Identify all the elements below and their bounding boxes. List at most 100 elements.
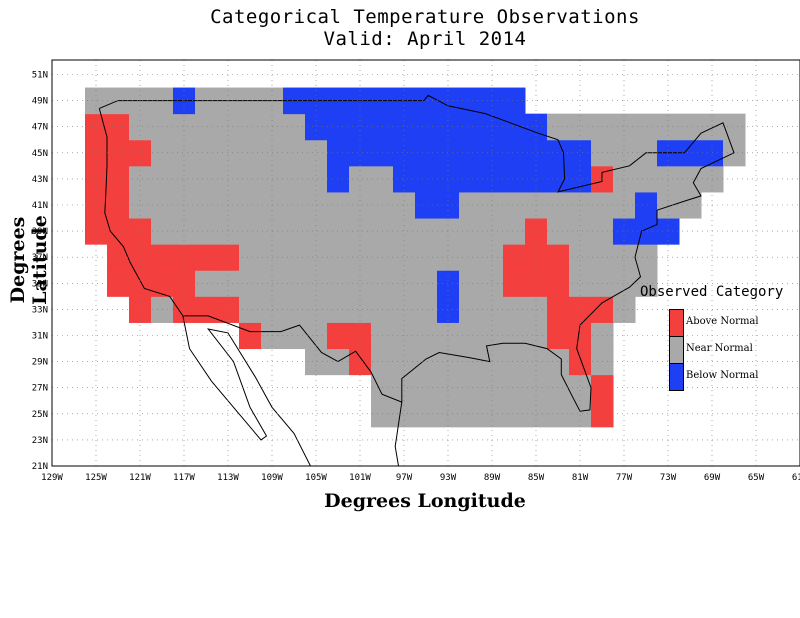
lat-tick-label: 21N: [32, 462, 48, 472]
lon-tick-label: 61W: [792, 473, 800, 483]
below-normal-cell: [415, 191, 438, 219]
x-axis-label: Degrees Longitude: [324, 490, 526, 512]
near-normal-cell: [525, 374, 548, 402]
near-normal-cell: [195, 139, 218, 167]
near-normal-cell: [393, 244, 416, 271]
above-normal-cell: [85, 218, 108, 245]
above-normal-cell: [107, 191, 130, 219]
lat-tick-label: 41N: [32, 201, 48, 211]
lon-tick-label: 69W: [704, 473, 721, 483]
near-normal-cell: [415, 244, 438, 271]
near-normal-cell: [415, 400, 438, 428]
near-normal-cell: [129, 113, 152, 141]
near-normal-cell: [503, 296, 526, 323]
near-normal-cell: [503, 322, 526, 350]
near-normal-cell: [305, 139, 328, 167]
above-normal-cell: [85, 113, 108, 141]
above-normal-cell: [503, 244, 526, 271]
near-normal-cell: [305, 218, 328, 245]
lon-tick-label: 105W: [305, 473, 327, 483]
near-normal-cell: [283, 270, 306, 297]
below-normal-cell: [437, 139, 460, 167]
lat-tick-label: 33N: [32, 305, 48, 315]
near-normal-cell: [283, 296, 306, 323]
near-normal-cell: [437, 400, 460, 428]
lon-tick-label: 125W: [85, 473, 107, 483]
near-normal-cell: [239, 113, 262, 141]
below-normal-cell: [635, 218, 658, 245]
near-normal-cell: [327, 191, 350, 219]
near-normal-cell: [239, 244, 262, 271]
lat-tick-label: 39N: [32, 227, 48, 237]
near-normal-cell: [173, 139, 196, 167]
near-normal-cell: [283, 191, 306, 219]
near-normal-cell: [217, 218, 240, 245]
near-normal-cell: [679, 113, 702, 141]
near-normal-cell: [129, 165, 152, 193]
above-normal-cell: [129, 218, 152, 245]
lat-tick-label: 43N: [32, 175, 48, 185]
near-normal-cell: [547, 374, 570, 402]
above-normal-cell: [217, 244, 240, 271]
near-normal-cell: [635, 165, 658, 193]
lon-tick-label: 113W: [217, 473, 239, 483]
map-title: Categorical Temperature Observations: [210, 6, 640, 28]
near-normal-cell: [569, 374, 592, 402]
above-normal-cell: [85, 139, 108, 167]
above-normal-cell: [129, 296, 152, 323]
near-normal-cell: [437, 374, 460, 402]
above-normal-cell: [547, 296, 570, 323]
near-normal-cell: [613, 113, 636, 141]
near-normal-cell: [459, 244, 482, 271]
near-normal-cell: [613, 270, 636, 297]
near-normal-cell: [613, 244, 636, 271]
above-normal-cell: [107, 165, 130, 193]
below-normal-cell: [503, 87, 526, 115]
near-normal-cell: [679, 165, 702, 193]
below-normal-cell: [613, 218, 636, 245]
near-normal-cell: [525, 348, 548, 376]
below-normal-cell: [327, 139, 350, 167]
lon-tick-label: 77W: [616, 473, 633, 483]
above-normal-cell: [129, 244, 152, 271]
near-normal-cell: [173, 113, 196, 141]
near-normal-cell: [283, 113, 306, 141]
near-normal-cell: [327, 244, 350, 271]
near-normal-cell: [305, 270, 328, 297]
near-normal-cell: [503, 400, 526, 428]
below-normal-cell: [459, 113, 482, 141]
above-normal-cell: [525, 244, 548, 271]
map-subtitle: Valid: April 2014: [323, 28, 527, 50]
lat-tick-label: 35N: [32, 279, 48, 289]
near-normal-cell: [569, 113, 592, 141]
below-normal-cell: [635, 191, 658, 219]
near-normal-cell: [415, 322, 438, 350]
near-normal-cell: [415, 374, 438, 402]
near-normal-cell: [283, 218, 306, 245]
below-normal-cell: [327, 113, 350, 141]
above-normal-cell: [525, 270, 548, 297]
above-normal-cell: [129, 270, 152, 297]
near-normal-cell: [173, 218, 196, 245]
near-normal-cell: [393, 348, 416, 376]
lat-tick-label: 45N: [32, 149, 48, 159]
above-normal-cell: [195, 296, 218, 323]
near-normal-cell: [569, 218, 592, 245]
above-normal-cell: [107, 139, 130, 167]
lon-tick-label: 89W: [484, 473, 501, 483]
above-normal-cell: [107, 113, 130, 141]
near-normal-cell: [415, 348, 438, 376]
below-normal-cell: [437, 296, 460, 323]
near-normal-cell: [239, 139, 262, 167]
below-normal-cell: [525, 165, 548, 193]
near-normal-cell: [437, 218, 460, 245]
above-normal-cell: [525, 218, 548, 245]
near-normal-cell: [239, 165, 262, 193]
above-normal-cell: [195, 244, 218, 271]
below-normal-cell: [525, 113, 548, 141]
near-normal-cell: [283, 244, 306, 271]
lon-tick-label: 81W: [572, 473, 589, 483]
lat-tick-label: 37N: [32, 253, 48, 263]
below-normal-cell: [349, 139, 372, 167]
above-normal-cell: [503, 270, 526, 297]
